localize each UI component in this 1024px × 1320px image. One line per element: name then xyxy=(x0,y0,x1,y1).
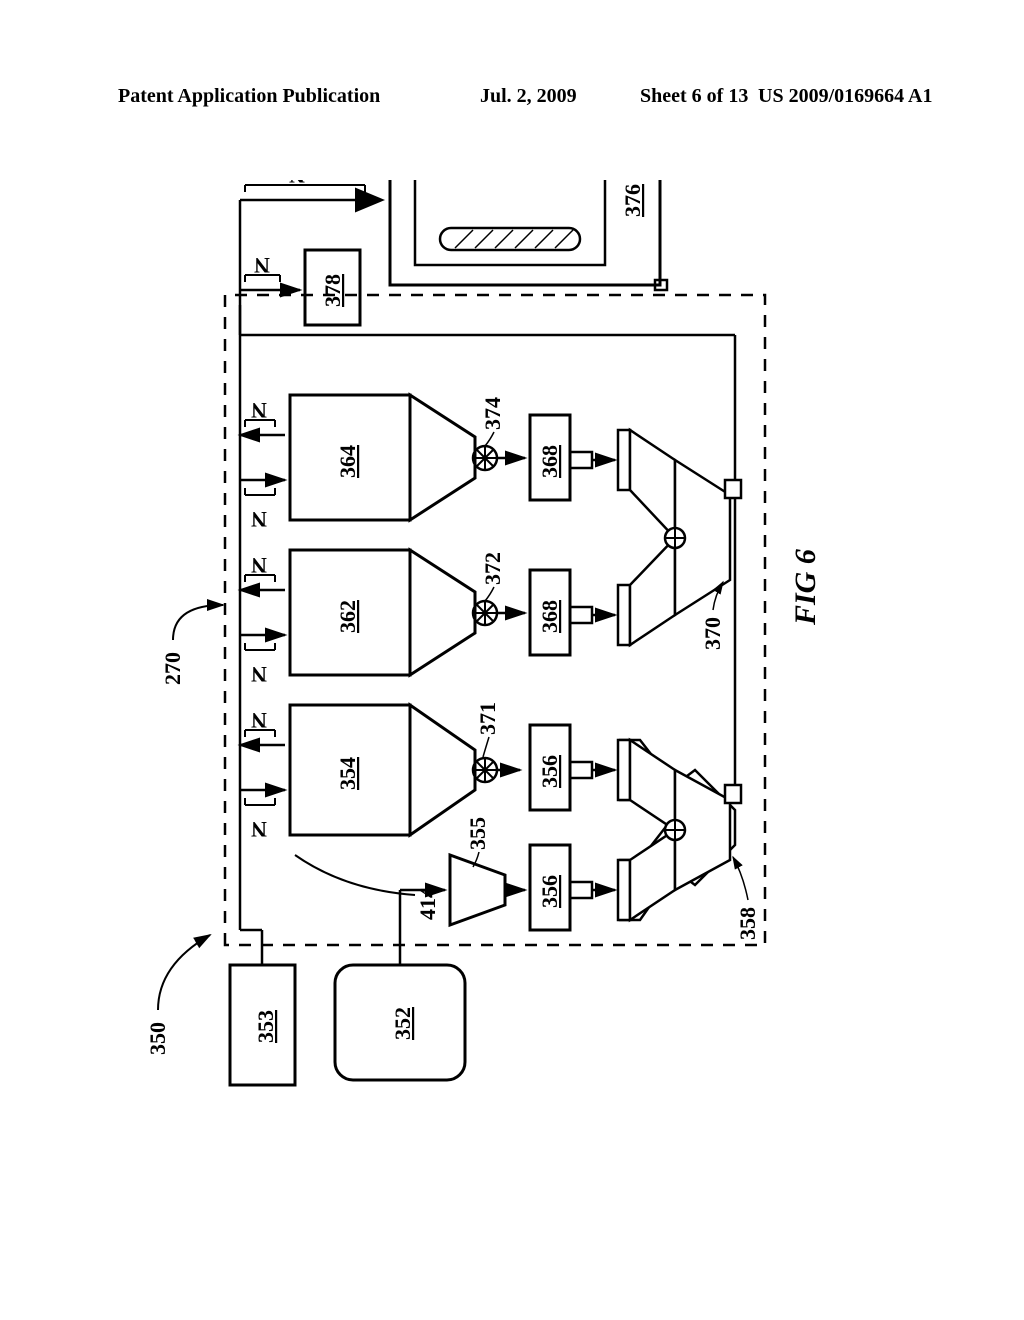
n-label-7: N xyxy=(254,253,270,278)
n-label-1: N xyxy=(251,817,267,842)
publication-date: Jul. 2, 2009 xyxy=(480,85,577,108)
n-label-6: N xyxy=(251,398,267,423)
ref-414: 414 xyxy=(415,887,440,920)
ref-358: 358 xyxy=(735,907,760,940)
ref-371: 371 xyxy=(475,702,500,735)
ref-378: 378 xyxy=(320,274,345,307)
publication-number: US 2009/0169664 A1 xyxy=(758,85,932,108)
publication-title: Patent Application Publication xyxy=(118,85,380,108)
figure-label: FIG 6 xyxy=(789,549,822,626)
ref-364: 364 xyxy=(335,445,360,478)
n-label-4: N xyxy=(251,553,267,578)
ref-356b: 356 xyxy=(537,755,562,788)
ref-374: 374 xyxy=(480,397,505,430)
ref-372: 372 xyxy=(480,552,505,585)
ref-355: 355 xyxy=(465,817,490,850)
n-label-3: N xyxy=(251,662,267,687)
ref-350: 350 xyxy=(145,1022,170,1055)
n-label-8: N xyxy=(289,180,305,188)
ref-353: 353 xyxy=(253,1010,278,1043)
figure-diagram: 353 352 350 270 414 N N xyxy=(90,180,940,1100)
ref-354: 354 xyxy=(335,757,360,790)
sheet-number: Sheet 6 of 13 xyxy=(640,85,748,108)
ref-352: 352 xyxy=(390,1007,415,1040)
ref-370: 370 xyxy=(700,617,725,650)
n-label-2: N xyxy=(251,708,267,733)
ref-368a: 368 xyxy=(537,600,562,633)
ref-362: 362 xyxy=(335,600,360,633)
n-label-5: N xyxy=(251,507,267,532)
ref-356a: 356 xyxy=(537,875,562,908)
ref-270: 270 xyxy=(160,652,185,685)
ref-368b: 368 xyxy=(537,445,562,478)
ref-376: 376 xyxy=(620,184,645,217)
